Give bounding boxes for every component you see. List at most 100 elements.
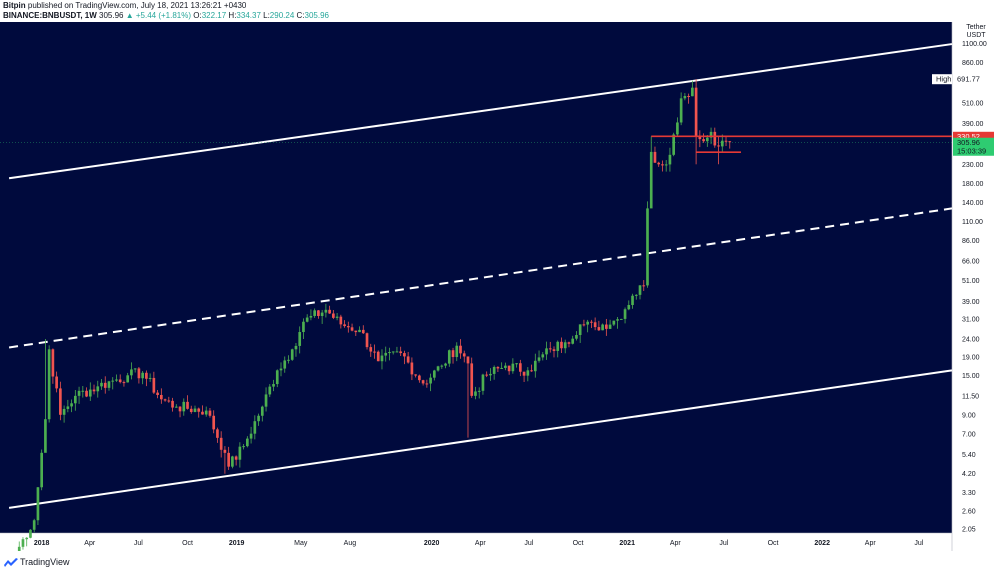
price-tick-label: 180.00	[962, 181, 984, 188]
candle-body	[586, 321, 589, 325]
candle-body	[522, 371, 526, 376]
channel-bottom	[8, 369, 953, 509]
price-tick-label: 86.00	[962, 238, 980, 245]
price-tick-label: 140.00	[962, 200, 984, 207]
price-tick-label: 66.00	[962, 258, 980, 265]
candle-body	[354, 330, 358, 333]
candle-body	[414, 374, 417, 376]
time-tick-label: Oct	[573, 540, 584, 547]
candle-body	[335, 316, 339, 318]
candle-body	[290, 349, 294, 360]
price-tick-label: 11.50	[962, 393, 979, 400]
candle-body	[260, 406, 264, 416]
tradingview-brand[interactable]: TradingView	[20, 557, 70, 567]
price-axis[interactable]: 2.05 2.60 3.30 4.20 5.40 7.00 9.00 11.50 15.00 19…	[962, 41, 987, 534]
time-axis[interactable]: 2018 Apr Jul Oct 2019 May Aug 2020 Apr Jul Oct 2021…	[34, 540, 924, 547]
candle-body	[694, 87, 698, 137]
time-tick-label: Aug	[344, 540, 357, 547]
candle-body	[627, 305, 631, 310]
price-tick-label: 390.00	[962, 121, 984, 128]
candle-body	[691, 87, 694, 97]
candle-body	[88, 389, 92, 397]
price-tick-label: 39.00	[962, 299, 980, 306]
candle-body	[231, 456, 234, 467]
publisher-name[interactable]: Bitpin	[3, 1, 26, 10]
candle-body	[519, 363, 522, 372]
candle-body	[313, 310, 316, 316]
low-label: L:	[263, 11, 270, 20]
candle-body	[533, 360, 537, 372]
candle-body	[642, 285, 646, 287]
candle-body	[122, 382, 126, 384]
candle-body	[81, 390, 85, 392]
candle-body	[720, 140, 724, 147]
candle-body	[481, 374, 485, 391]
channel-top	[8, 43, 953, 180]
candle-body	[634, 294, 638, 296]
candle-body	[578, 324, 582, 336]
candle-body	[40, 452, 44, 488]
time-tick-label: Oct	[182, 540, 193, 547]
candle-body	[661, 164, 664, 166]
price-tick-label: 9.00	[962, 412, 976, 419]
open-label: O:	[193, 11, 202, 20]
candle-body	[455, 345, 459, 358]
candle-body	[100, 382, 103, 387]
candle-body	[223, 449, 227, 453]
candle-body	[21, 539, 25, 547]
price-tick-label: 19.00	[962, 355, 980, 362]
candle-body	[429, 377, 432, 384]
currency-label-top: Tether	[966, 24, 986, 31]
candle-body	[638, 285, 642, 295]
candle-body	[133, 368, 137, 370]
price-tick-label: 510.00	[962, 100, 984, 107]
candle-body	[709, 131, 713, 138]
time-tick-label: May	[294, 540, 308, 547]
price-tick-label: 860.00	[962, 60, 984, 67]
plot-background	[0, 22, 952, 533]
up-arrow-icon: ▲	[125, 11, 134, 20]
candle-body	[227, 452, 230, 467]
candle-body	[713, 131, 717, 146]
candle-body	[575, 335, 578, 339]
candle-body	[612, 320, 616, 325]
candle-body	[567, 342, 571, 344]
tradingview-logo-icon[interactable]	[4, 557, 18, 567]
candle-body	[447, 350, 451, 364]
candle-body	[339, 316, 343, 325]
symbol-label: BINANCE:BNBUSDT, 1W	[3, 11, 97, 20]
candle-body	[530, 370, 533, 372]
price-chart[interactable]: Tether USDT 2.05 2.60 3.30 4.20 5.40 7.00 9.00…	[0, 22, 1000, 551]
candle-body	[73, 395, 77, 404]
high-tag-label-box	[932, 74, 952, 85]
close-label: C:	[296, 11, 305, 20]
candle-body	[51, 349, 55, 377]
price-tick-label: 5.40	[962, 452, 976, 459]
candle-body	[507, 365, 511, 372]
candle-body	[545, 348, 548, 355]
price-tick-label: 4.20	[962, 471, 976, 478]
candle-body	[328, 309, 331, 314]
candle-body	[548, 348, 552, 350]
candle-body	[687, 95, 690, 97]
candle-body	[608, 324, 612, 329]
candle-body	[500, 367, 503, 369]
candle-body	[679, 98, 683, 123]
price-tick-label: 1100.00	[962, 41, 987, 48]
candle-body	[47, 349, 51, 420]
candle-body	[504, 365, 507, 368]
candle-body	[32, 520, 36, 530]
candle-body	[425, 383, 429, 385]
candles	[17, 79, 732, 551]
low-value: 290.24	[269, 11, 295, 20]
price-tick-label: 51.00	[962, 278, 980, 285]
candle-body	[302, 321, 305, 333]
candle-body	[391, 351, 395, 353]
candle-body	[257, 415, 260, 422]
level-lines	[0, 135, 952, 154]
candle-body	[298, 332, 302, 346]
time-tick-label: Oct	[768, 540, 779, 547]
candle-body	[272, 384, 275, 387]
candle-body	[605, 324, 608, 329]
